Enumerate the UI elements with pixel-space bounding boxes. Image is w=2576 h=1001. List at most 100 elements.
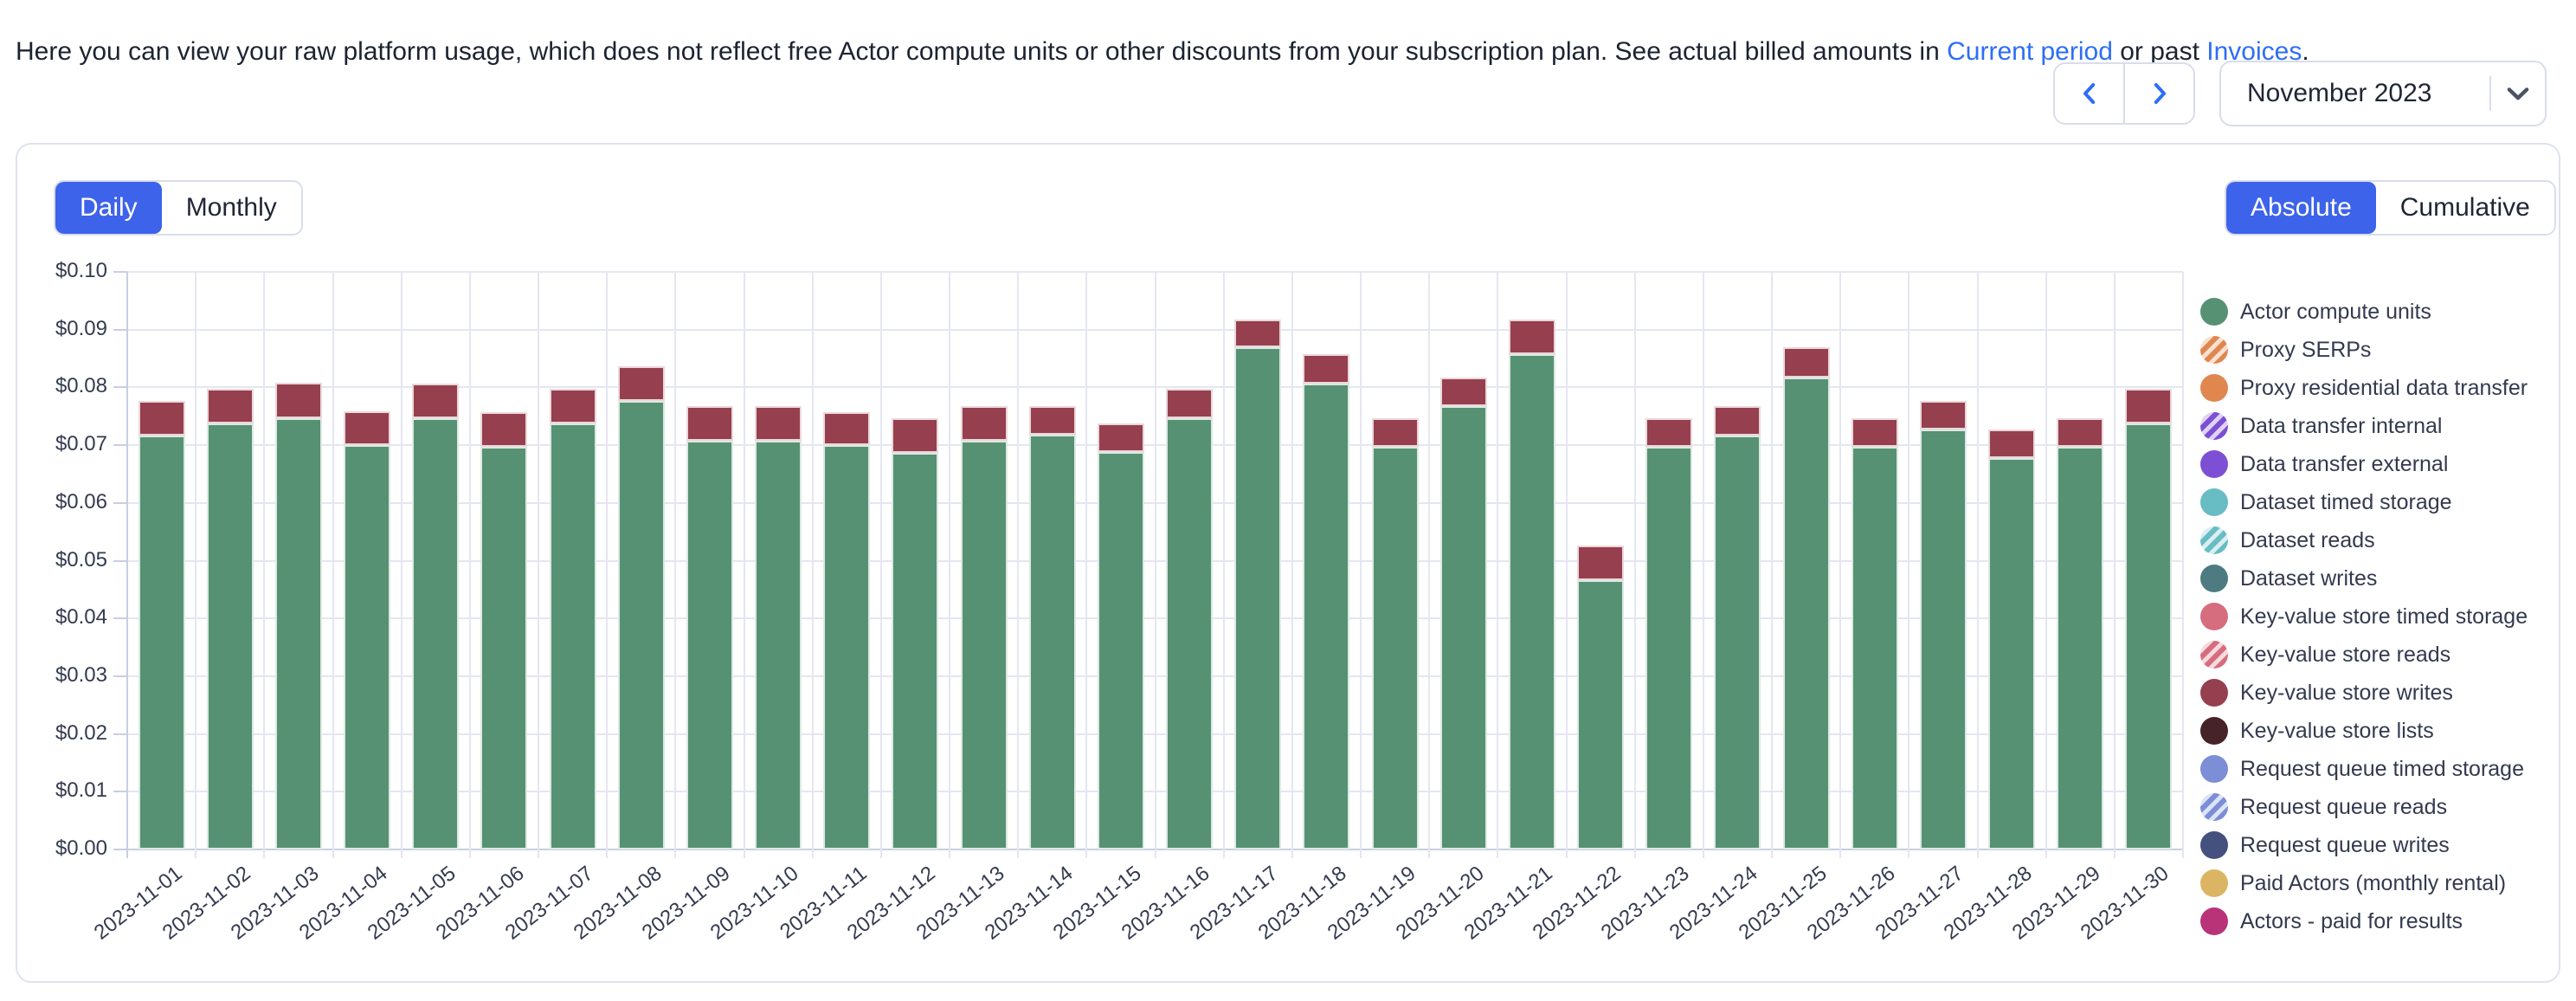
legend-item-data-transfer-internal[interactable]: Data transfer internal — [2200, 407, 2528, 445]
bar-2023-11-01-key-value-store-writes[interactable] — [138, 401, 185, 436]
legend-item-data-transfer-external[interactable]: Data transfer external — [2200, 445, 2528, 483]
bar-2023-11-08-key-value-store-writes[interactable] — [617, 365, 665, 401]
legend-swatch-icon — [2200, 603, 2228, 630]
bar-2023-11-03-actor-compute-units[interactable] — [274, 417, 322, 849]
usage-chart: $0.00 $0.01 $0.02 $0.03 $0.04 $0.05 $0.06 $0.07… — [17, 145, 2559, 981]
bar-2023-11-12-actor-compute-units[interactable] — [892, 452, 939, 849]
legend-item-key-value-store-lists[interactable]: Key-value store lists — [2200, 712, 2528, 750]
legend-label: Request queue timed storage — [2240, 756, 2524, 781]
next-period-button[interactable] — [2125, 64, 2193, 123]
y-axis-tick — [113, 733, 127, 735]
bar-2023-11-04-key-value-store-writes[interactable] — [344, 411, 391, 446]
legend-item-proxy-serps[interactable]: Proxy SERPs — [2200, 331, 2528, 369]
bar-2023-11-05-actor-compute-units[interactable] — [412, 417, 460, 849]
legend-item-dataset-writes[interactable]: Dataset writes — [2200, 559, 2528, 597]
bar-2023-11-02-key-value-store-writes[interactable] — [206, 389, 254, 424]
bar-2023-11-21-actor-compute-units[interactable] — [1508, 354, 1555, 849]
bar-2023-11-30-key-value-store-writes[interactable] — [2125, 389, 2173, 424]
legend-swatch-icon — [2200, 907, 2228, 935]
bar-2023-11-19-actor-compute-units[interactable] — [1371, 447, 1419, 849]
bar-2023-11-02-actor-compute-units[interactable] — [206, 423, 254, 849]
legend-item-key-value-store-reads[interactable]: Key-value store reads — [2200, 636, 2528, 674]
bar-2023-11-15-key-value-store-writes[interactable] — [1097, 423, 1144, 453]
gridline-x — [1977, 272, 1979, 858]
current-period-link[interactable]: Current period — [1947, 37, 2113, 66]
bar-2023-11-25-actor-compute-units[interactable] — [1782, 378, 1830, 849]
bar-2023-11-20-key-value-store-writes[interactable] — [1439, 378, 1487, 406]
bar-2023-11-22-key-value-store-writes[interactable] — [1577, 546, 1625, 581]
bar-2023-11-20-actor-compute-units[interactable] — [1439, 405, 1487, 849]
bar-2023-11-10-actor-compute-units[interactable] — [755, 441, 802, 849]
bar-2023-11-21-key-value-store-writes[interactable] — [1508, 320, 1555, 355]
bar-2023-11-18-actor-compute-units[interactable] — [1303, 383, 1350, 849]
bar-2023-11-24-key-value-store-writes[interactable] — [1714, 406, 1761, 436]
legend-swatch-icon — [2200, 488, 2228, 516]
bar-2023-11-05-key-value-store-writes[interactable] — [412, 383, 460, 418]
bar-2023-11-30-actor-compute-units[interactable] — [2125, 423, 2173, 849]
daily-tab[interactable]: Daily — [55, 182, 162, 234]
bar-2023-11-07-actor-compute-units[interactable] — [549, 423, 596, 849]
bar-2023-11-14-key-value-store-writes[interactable] — [1028, 405, 1076, 436]
bar-2023-11-29-key-value-store-writes[interactable] — [2057, 417, 2104, 448]
bar-2023-11-13-actor-compute-units[interactable] — [960, 440, 1008, 849]
y-axis-label: $0.08 — [55, 374, 107, 397]
y-axis-label: $0.10 — [55, 259, 107, 282]
absolute-tab[interactable]: Absolute — [2226, 182, 2376, 234]
bar-2023-11-19-key-value-store-writes[interactable] — [1371, 417, 1419, 448]
legend-item-proxy-residential-data-transfer[interactable]: Proxy residential data transfer — [2200, 369, 2528, 407]
cumulative-tab[interactable]: Cumulative — [2375, 182, 2554, 234]
gridline-x — [469, 272, 471, 858]
legend-item-actors-paid-for-results[interactable]: Actors - paid for results — [2200, 902, 2528, 940]
bar-2023-11-11-key-value-store-writes[interactable] — [823, 412, 871, 446]
legend-label: Key-value store lists — [2240, 718, 2434, 743]
bar-2023-11-26-actor-compute-units[interactable] — [1851, 447, 1898, 849]
bar-2023-11-17-actor-compute-units[interactable] — [1234, 346, 1282, 849]
legend-item-dataset-reads[interactable]: Dataset reads — [2200, 521, 2528, 559]
bar-2023-11-17-key-value-store-writes[interactable] — [1234, 319, 1282, 347]
bar-2023-11-26-key-value-store-writes[interactable] — [1851, 417, 1898, 448]
gridline-x — [538, 272, 539, 858]
bar-2023-11-27-key-value-store-writes[interactable] — [1919, 400, 1967, 430]
bar-2023-11-08-actor-compute-units[interactable] — [617, 400, 665, 849]
bar-2023-11-01-actor-compute-units[interactable] — [138, 435, 185, 849]
prev-period-button[interactable] — [2055, 64, 2125, 123]
bar-2023-11-18-key-value-store-writes[interactable] — [1303, 354, 1350, 384]
legend-item-paid-actors-monthly-rental-[interactable]: Paid Actors (monthly rental) — [2200, 864, 2528, 902]
legend-item-key-value-store-timed-storage[interactable]: Key-value store timed storage — [2200, 597, 2528, 636]
select-divider — [2489, 76, 2491, 111]
bar-2023-11-24-actor-compute-units[interactable] — [1714, 435, 1761, 849]
bar-2023-11-27-actor-compute-units[interactable] — [1919, 429, 1967, 849]
bar-2023-11-28-actor-compute-units[interactable] — [1988, 458, 2036, 849]
bar-2023-11-22-actor-compute-units[interactable] — [1577, 580, 1625, 849]
bar-2023-11-07-key-value-store-writes[interactable] — [549, 388, 596, 424]
bar-2023-11-14-actor-compute-units[interactable] — [1028, 435, 1076, 849]
legend-item-request-queue-reads[interactable]: Request queue reads — [2200, 788, 2528, 826]
period-select[interactable]: November 2023 — [2219, 61, 2547, 126]
legend-item-request-queue-writes[interactable]: Request queue writes — [2200, 826, 2528, 864]
bar-2023-11-16-key-value-store-writes[interactable] — [1166, 389, 1214, 418]
bar-2023-11-09-actor-compute-units[interactable] — [686, 441, 733, 849]
legend-item-actor-compute-units[interactable]: Actor compute units — [2200, 293, 2528, 331]
bar-2023-11-03-key-value-store-writes[interactable] — [274, 383, 322, 418]
bar-2023-11-16-actor-compute-units[interactable] — [1166, 417, 1214, 849]
bar-2023-11-28-key-value-store-writes[interactable] — [1988, 429, 2036, 459]
bar-2023-11-06-actor-compute-units[interactable] — [480, 447, 528, 849]
bar-2023-11-29-actor-compute-units[interactable] — [2057, 447, 2104, 849]
legend-item-key-value-store-writes[interactable]: Key-value store writes — [2200, 674, 2528, 712]
bar-2023-11-10-key-value-store-writes[interactable] — [755, 406, 802, 442]
bar-2023-11-04-actor-compute-units[interactable] — [344, 445, 391, 849]
bar-2023-11-09-key-value-store-writes[interactable] — [686, 406, 733, 442]
intro-text: Here you can view your raw platform usag… — [16, 35, 2309, 69]
bar-2023-11-15-actor-compute-units[interactable] — [1097, 452, 1144, 849]
legend-item-request-queue-timed-storage[interactable]: Request queue timed storage — [2200, 750, 2528, 788]
bar-2023-11-23-key-value-store-writes[interactable] — [1645, 417, 1693, 448]
bar-2023-11-25-key-value-store-writes[interactable] — [1782, 347, 1830, 378]
legend-swatch-icon — [2200, 298, 2228, 326]
bar-2023-11-11-actor-compute-units[interactable] — [823, 445, 871, 849]
bar-2023-11-13-key-value-store-writes[interactable] — [960, 405, 1008, 441]
monthly-tab[interactable]: Monthly — [161, 182, 301, 234]
bar-2023-11-23-actor-compute-units[interactable] — [1645, 447, 1693, 849]
legend-item-dataset-timed-storage[interactable]: Dataset timed storage — [2200, 483, 2528, 521]
bar-2023-11-12-key-value-store-writes[interactable] — [892, 417, 939, 453]
bar-2023-11-06-key-value-store-writes[interactable] — [480, 412, 528, 448]
